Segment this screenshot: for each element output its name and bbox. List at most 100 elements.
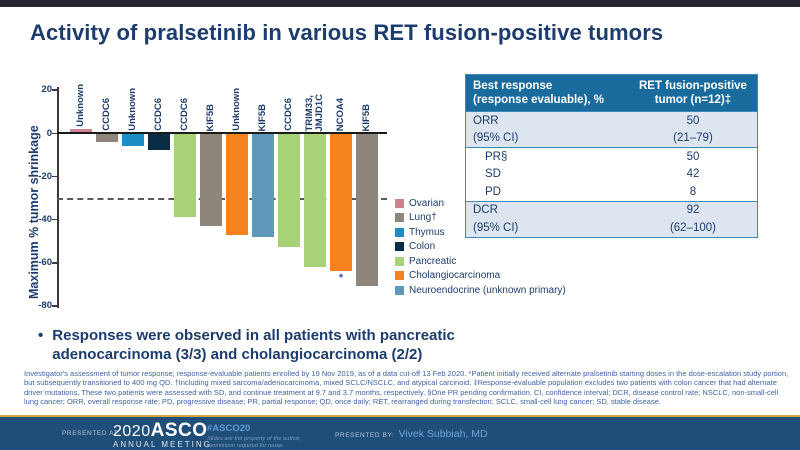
tumor-shrinkage-bar	[330, 133, 352, 272]
y-tick-label: -60	[38, 257, 52, 269]
zero-baseline	[57, 132, 387, 135]
table-row: ORR 50	[466, 111, 757, 130]
legend-label: Neuroendocrine (unknown primary)	[409, 284, 566, 296]
table-row: DCR 92	[466, 200, 757, 219]
table-row: PD 8	[466, 183, 757, 201]
tumor-shrinkage-bar	[122, 133, 144, 146]
presented-by: PRESENTED BY: Vivek Subbiah, MD	[335, 428, 488, 440]
tumor-shrinkage-waterfall-chart: Maximum % tumor shrinkage 20 0 -20 -40 -60 -8…	[27, 83, 392, 314]
y-tick-mark	[52, 262, 57, 264]
legend-swatch-icon	[395, 271, 404, 281]
table-cell-value: 8	[689, 185, 697, 198]
legend-item: Cholangiocarcinoma	[395, 269, 566, 284]
tumor-shrinkage-bar	[356, 133, 378, 287]
y-axis-line	[57, 87, 59, 308]
tumor-shrinkage-bar	[200, 133, 222, 226]
slide-disclaimer: Slides are the property of the author, p…	[207, 436, 301, 449]
bar-gene-label: CCDC6	[283, 98, 294, 131]
legend-label: Pancreatic	[409, 255, 457, 267]
legend-swatch-icon	[395, 256, 404, 266]
bar-gene-label: KIF5B	[361, 103, 372, 131]
table-cell-value: 42	[686, 168, 700, 181]
legend-item: Lung†	[395, 211, 566, 226]
table-cell-label: (95% CI)	[473, 221, 519, 234]
legend-swatch-icon	[395, 198, 404, 208]
tumor-shrinkage-bar	[304, 133, 326, 267]
bar-gene-label: KIF5B	[257, 103, 268, 131]
table-row: PR§ 50	[466, 147, 757, 166]
key-finding-bullet: • Responses were observed in all patient…	[38, 326, 518, 364]
footer-bar: PRESENTED AT: 2020 ASCO ANNUAL MEETING #…	[0, 415, 800, 450]
legend-item: Pancreatic	[395, 254, 566, 269]
bar-footnote-asterisk: *	[338, 272, 344, 285]
y-tick-label: -80	[38, 300, 52, 312]
y-tick-mark	[52, 132, 57, 134]
legend-label: Lung†	[409, 212, 437, 224]
table-header-ret-fusion: RET fusion-positive tumor (n=12)‡	[638, 80, 747, 106]
table-row: (95% CI) (21–79)	[466, 129, 757, 147]
legend-swatch-icon	[395, 213, 404, 223]
legend-item: Thymus	[395, 225, 566, 240]
legend-label: Thymus	[409, 226, 445, 238]
logo-name: ASCO	[150, 420, 208, 441]
y-tick-label: -20	[38, 170, 52, 182]
tumor-shrinkage-bar	[148, 133, 170, 151]
table-cell-value: 50	[686, 150, 700, 163]
table-cell-value: 92	[686, 204, 700, 217]
tumor-shrinkage-bar	[70, 128, 92, 133]
response-table: Best response (response evaluable), % RE…	[465, 74, 758, 238]
bar-gene-label: Unknown	[75, 83, 86, 127]
footnotes: Investigator's assessment of tumor respo…	[24, 369, 789, 406]
chart-legend: Ovarian Lung† Thymus Colon Pancreatic Cholang…	[395, 196, 566, 298]
hashtag-block: #ASCO20 Slides are the property of the a…	[207, 423, 301, 450]
bar-gene-label: Unknown	[127, 88, 138, 131]
tumor-shrinkage-bar	[278, 133, 300, 248]
reference-line-minus30	[57, 197, 387, 200]
table-cell-label: PR§	[485, 150, 508, 163]
table-body: ORR 50 (95% CI) (21–79) PR§ 50 SD 42 PD 8 DCR 92 (95…	[466, 111, 757, 237]
y-tick-mark	[52, 218, 57, 221]
bar-gene-label: TRIM33, JMJD1C	[304, 93, 325, 132]
table-cell-value: (21–79)	[673, 132, 713, 145]
tumor-shrinkage-bar	[174, 133, 196, 218]
bar-gene-label: NCOA4	[335, 97, 346, 131]
bar-gene-label: KIF5B	[205, 103, 216, 131]
y-tick-label: 0	[46, 127, 52, 139]
legend-label: Colon	[409, 241, 436, 253]
y-tick-label: 20	[41, 84, 52, 96]
table-cell-value: (62–100)	[669, 221, 716, 234]
tumor-shrinkage-bar	[226, 133, 248, 235]
table-cell-label: SD	[485, 168, 501, 181]
table-cell-label: ORR	[473, 114, 499, 127]
legend-swatch-icon	[395, 285, 404, 295]
bar-gene-label: CCDC6	[101, 98, 112, 131]
table-row: (95% CI) (62–100)	[466, 219, 757, 237]
y-tick-label: -40	[38, 213, 52, 225]
table-header-best-response: Best response (response evaluable), %	[473, 80, 605, 106]
table-header-row: Best response (response evaluable), % RE…	[466, 75, 757, 111]
tumor-shrinkage-bar	[96, 133, 118, 142]
table-cell-label: DCR	[473, 204, 498, 217]
y-tick-mark	[52, 89, 57, 91]
table-cell-label: (95% CI)	[473, 132, 519, 145]
table-cell-label: PD	[485, 185, 501, 198]
table-row: SD 42	[466, 166, 757, 184]
y-tick-mark	[52, 175, 57, 178]
presented-at-label: PRESENTED AT:	[62, 430, 120, 437]
bar-gene-label: CCDC6	[179, 98, 190, 131]
legend-swatch-icon	[395, 227, 404, 237]
y-axis-label: Maximum % tumor shrinkage	[27, 125, 41, 299]
legend-item: Neuroendocrine (unknown primary)	[395, 283, 566, 298]
legend-label: Ovarian	[409, 197, 445, 209]
legend-swatch-icon	[395, 242, 404, 252]
legend-item: Colon	[395, 240, 566, 255]
y-tick-mark	[52, 305, 57, 307]
bullet-icon: •	[38, 327, 44, 344]
presenter-name: Vivek Subbiah, MD	[398, 428, 488, 440]
logo-subtitle: ANNUAL MEETING	[113, 440, 212, 449]
bar-gene-label: CCDC6	[153, 98, 164, 131]
logo-year: 2020	[113, 423, 151, 440]
top-border-strip	[0, 0, 800, 7]
bar-gene-label: Unknown	[231, 88, 242, 131]
